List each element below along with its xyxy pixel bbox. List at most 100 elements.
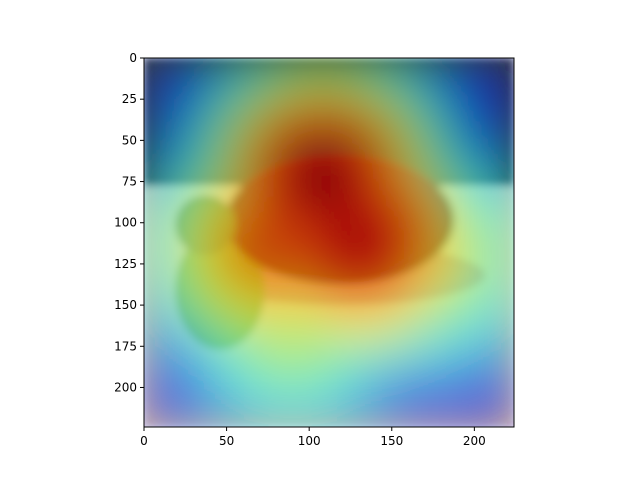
heat-cell [329, 311, 354, 336]
heat-cell [259, 196, 284, 221]
heat-cell [398, 173, 423, 198]
heat-cell [352, 104, 377, 129]
heat-cell [467, 104, 492, 129]
heat-cell [167, 334, 192, 359]
heat-cell [190, 380, 215, 405]
heat-cell [467, 265, 492, 290]
heat-cell [398, 288, 423, 313]
heat-cell [259, 288, 284, 313]
heat-cell [236, 127, 261, 152]
heat-cell [144, 242, 169, 267]
heat-cell [352, 242, 377, 267]
heat-cell [282, 380, 307, 405]
heat-cell [236, 265, 261, 290]
heat-cell [329, 196, 354, 221]
heat-cell [352, 403, 377, 427]
heat-cell [421, 288, 446, 313]
heat-cell [144, 265, 169, 290]
heat-cell [167, 265, 192, 290]
heat-cell [305, 219, 330, 244]
heat-cell [236, 150, 261, 175]
heat-cell [421, 104, 446, 129]
heat-cell [444, 127, 469, 152]
heat-cell [467, 288, 492, 313]
heat-cell [421, 265, 446, 290]
heat-cell [259, 380, 284, 405]
heat-cell [190, 127, 215, 152]
heat-cell [421, 403, 446, 427]
heat-cell [444, 242, 469, 267]
heat-cell [352, 150, 377, 175]
heat-cell [167, 58, 192, 83]
heat-cell [490, 403, 514, 427]
heat-cell [444, 288, 469, 313]
heat-cell [329, 219, 354, 244]
heat-cell [144, 58, 169, 83]
heat-cell [421, 58, 446, 83]
heat-cell [398, 334, 423, 359]
heat-cell [144, 380, 169, 405]
heat-cell [467, 219, 492, 244]
heat-cell [259, 150, 284, 175]
y-tick-label: 125 [114, 257, 137, 271]
heat-cell [444, 104, 469, 129]
heat-cell [167, 219, 192, 244]
heat-cell [236, 58, 261, 83]
heat-cell [282, 265, 307, 290]
heat-cell [213, 219, 238, 244]
heat-cell [352, 334, 377, 359]
heat-cell [305, 288, 330, 313]
heat-cell [467, 150, 492, 175]
heat-cell [421, 219, 446, 244]
heat-cell [329, 127, 354, 152]
heat-cell [282, 81, 307, 106]
heat-cell [144, 104, 169, 129]
heat-cell [352, 58, 377, 83]
heat-cell [259, 357, 284, 382]
heat-cell [398, 311, 423, 336]
heat-cell [398, 357, 423, 382]
heat-cell [282, 150, 307, 175]
y-tick-label: 50 [122, 133, 137, 147]
heat-cell [305, 196, 330, 221]
heat-cell [490, 380, 514, 405]
heat-cell [375, 403, 400, 427]
heat-cell [352, 288, 377, 313]
heat-cell [398, 219, 423, 244]
heat-cell [467, 58, 492, 83]
heat-cell [467, 311, 492, 336]
heat-cell [144, 219, 169, 244]
heat-cell [167, 173, 192, 198]
heat-cell [375, 311, 400, 336]
heat-cell [167, 81, 192, 106]
heat-cell [467, 127, 492, 152]
heat-cell [467, 380, 492, 405]
heat-cell [282, 196, 307, 221]
heat-cell [467, 173, 492, 198]
heat-cell [398, 380, 423, 405]
heat-cell [305, 357, 330, 382]
heat-cell [144, 357, 169, 382]
heat-cell [490, 219, 514, 244]
heat-cell [490, 104, 514, 129]
heat-cell [167, 357, 192, 382]
x-tick-label: 0 [140, 434, 148, 448]
heat-cell [398, 104, 423, 129]
heat-cell [375, 104, 400, 129]
heat-cell [213, 150, 238, 175]
heat-cell [282, 334, 307, 359]
heat-cell [375, 58, 400, 83]
heat-cell [375, 81, 400, 106]
heat-cell [282, 219, 307, 244]
x-axis: 0 50 100 150 200 [140, 427, 486, 448]
heat-cell [444, 196, 469, 221]
heat-cell [398, 403, 423, 427]
heat-cell [190, 196, 215, 221]
heat-cell [213, 242, 238, 267]
heat-cell [236, 81, 261, 106]
heat-cell [190, 265, 215, 290]
heat-cell [213, 265, 238, 290]
heat-cell [467, 242, 492, 267]
heat-cell [282, 288, 307, 313]
heat-cell [305, 127, 330, 152]
